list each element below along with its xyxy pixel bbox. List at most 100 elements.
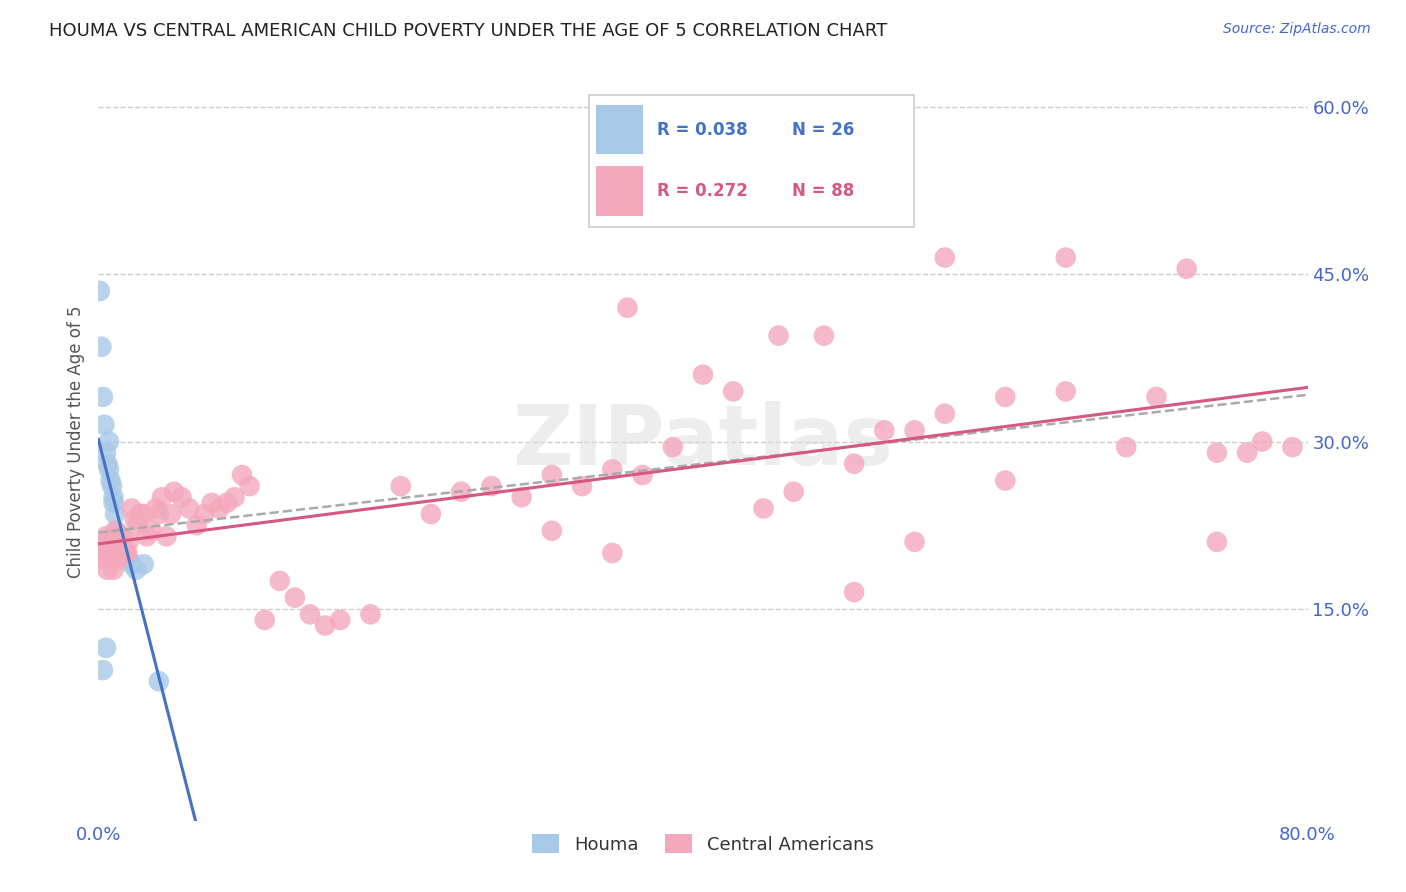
Point: [631, 467, 654, 482]
Point: [104, 507, 127, 521]
Point: [98, 434, 121, 449]
Point: [98, 462, 121, 476]
Text: HOUMA VS CENTRAL AMERICAN CHILD POVERTY UNDER THE AGE OF 5 CORRELATION CHART: HOUMA VS CENTRAL AMERICAN CHILD POVERTY …: [49, 22, 887, 40]
Point: [96, 563, 118, 577]
Point: [284, 591, 307, 605]
Point: [253, 613, 276, 627]
Point: [110, 551, 132, 566]
Point: [231, 467, 253, 482]
Point: [114, 551, 136, 566]
Point: [1251, 434, 1274, 449]
Point: [107, 529, 129, 543]
Point: [934, 407, 956, 421]
Text: ZIPatlas: ZIPatlas: [513, 401, 893, 482]
Point: [101, 551, 124, 566]
Point: [94, 446, 117, 460]
Point: [540, 467, 562, 482]
Point: [103, 496, 125, 510]
Point: [616, 301, 638, 315]
Point: [844, 585, 866, 599]
Point: [141, 524, 163, 538]
Legend: Houma, Central Americans: Houma, Central Americans: [524, 827, 882, 861]
Point: [91, 390, 114, 404]
Point: [179, 501, 201, 516]
Point: [1054, 384, 1077, 399]
Point: [105, 524, 128, 538]
Point: [94, 529, 117, 543]
Point: [299, 607, 322, 622]
Point: [107, 535, 129, 549]
Point: [121, 557, 143, 572]
Point: [481, 479, 503, 493]
Point: [768, 328, 790, 343]
Point: [91, 663, 114, 677]
Point: [201, 496, 224, 510]
Point: [105, 546, 128, 560]
Point: [132, 557, 155, 572]
Point: [314, 618, 336, 632]
Point: [994, 390, 1017, 404]
Text: Source: ZipAtlas.com: Source: ZipAtlas.com: [1223, 22, 1371, 37]
Point: [692, 368, 714, 382]
Point: [121, 501, 143, 516]
Point: [155, 529, 177, 543]
Point: [112, 541, 135, 555]
Point: [224, 491, 246, 505]
Point: [110, 541, 132, 555]
Point: [904, 535, 927, 549]
Point: [163, 484, 186, 499]
Point: [160, 507, 183, 521]
Point: [118, 551, 141, 566]
Point: [1175, 261, 1198, 276]
Point: [934, 251, 956, 265]
Point: [132, 507, 155, 521]
Point: [1115, 440, 1137, 454]
Point: [103, 491, 125, 505]
Point: [91, 535, 114, 549]
Point: [1236, 446, 1258, 460]
Point: [420, 507, 443, 521]
Point: [127, 518, 149, 533]
Point: [90, 546, 112, 560]
Point: [94, 640, 117, 655]
Point: [661, 440, 683, 454]
Point: [1206, 535, 1229, 549]
Point: [602, 462, 624, 476]
Point: [873, 424, 896, 438]
Point: [844, 457, 866, 471]
Point: [193, 507, 215, 521]
Point: [150, 491, 173, 505]
Point: [93, 417, 115, 432]
Point: [1206, 446, 1229, 460]
Point: [571, 479, 593, 493]
Point: [904, 424, 927, 438]
Point: [215, 496, 238, 510]
Y-axis label: Child Poverty Under the Age of 5: Child Poverty Under the Age of 5: [66, 305, 84, 578]
Point: [540, 524, 562, 538]
Point: [115, 546, 138, 560]
Point: [125, 563, 148, 577]
Point: [510, 491, 533, 505]
Point: [89, 551, 111, 566]
Point: [994, 474, 1017, 488]
Point: [360, 607, 382, 622]
Point: [129, 507, 152, 521]
Point: [329, 613, 352, 627]
Point: [389, 479, 412, 493]
Point: [89, 284, 111, 298]
Point: [752, 501, 775, 516]
Point: [1144, 390, 1167, 404]
Point: [170, 491, 193, 505]
Point: [90, 340, 112, 354]
Point: [450, 484, 472, 499]
Point: [98, 541, 121, 555]
Point: [269, 574, 291, 588]
Point: [105, 529, 128, 543]
Point: [101, 479, 124, 493]
Point: [783, 484, 806, 499]
Point: [96, 457, 118, 471]
Point: [239, 479, 262, 493]
Point: [111, 546, 134, 560]
Point: [813, 328, 835, 343]
Point: [111, 529, 134, 543]
